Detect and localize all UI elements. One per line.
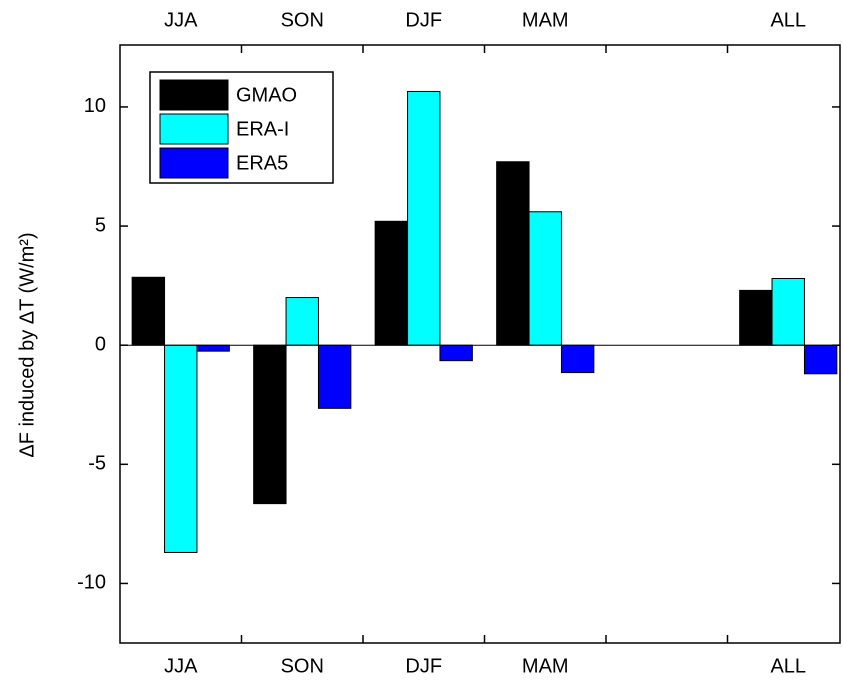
x-tick-label: DJF <box>405 655 442 677</box>
x-tick-label: ALL <box>770 655 806 677</box>
x-tick-label: JJA <box>164 655 198 677</box>
bar <box>317 344 352 409</box>
x-tick-label-top: MAM <box>522 9 569 31</box>
y-tick-label: 5 <box>95 214 106 236</box>
bar <box>496 161 530 346</box>
bar <box>196 344 230 352</box>
legend-swatch <box>159 147 229 179</box>
legend-label: ERA5 <box>236 152 288 174</box>
y-tick-label: -10 <box>77 572 106 594</box>
x-tick-label-top: JJA <box>164 9 198 31</box>
x-tick-label: SON <box>281 655 324 677</box>
y-tick-label: -5 <box>88 453 106 475</box>
bar <box>560 344 595 374</box>
bar <box>374 220 409 346</box>
y-tick-label: 10 <box>84 95 106 117</box>
x-tick-label-top: SON <box>281 9 324 31</box>
plot-frame <box>119 44 841 644</box>
legend-label: ERA-I <box>236 118 289 140</box>
bar <box>164 344 198 553</box>
bar <box>803 344 838 375</box>
legend-swatch <box>159 79 229 111</box>
x-tick-label: MAM <box>522 655 569 677</box>
bar <box>439 344 473 362</box>
bar <box>131 276 166 346</box>
bar <box>407 90 441 346</box>
y-axis-label: ΔF induced by ΔT (W/m²) <box>16 232 38 457</box>
legend-label: GMAO <box>236 84 297 106</box>
legend-swatch <box>159 113 229 145</box>
y-tick-label: 0 <box>95 333 106 355</box>
x-tick-label-top: ALL <box>770 9 806 31</box>
x-tick-label-top: DJF <box>405 9 442 31</box>
bar <box>771 277 805 346</box>
bar <box>528 211 562 346</box>
bar <box>739 289 773 346</box>
bar <box>253 344 287 505</box>
bar <box>285 297 319 346</box>
